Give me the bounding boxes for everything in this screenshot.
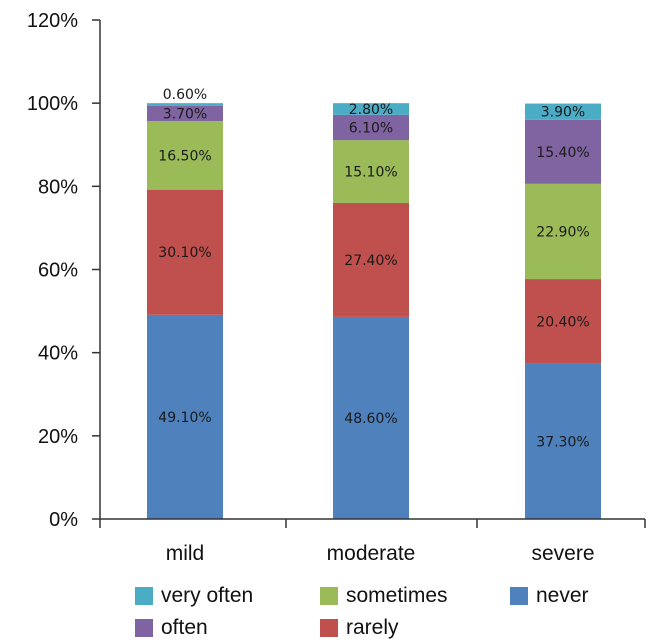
legend-item-often: often [135, 614, 208, 642]
bar-segment-very-often-severe [525, 103, 601, 120]
legend-item-sometimes: sometimes [320, 582, 448, 610]
legend-swatch [135, 587, 153, 605]
bar-segment-often-severe [525, 119, 601, 184]
bar-segment-often-moderate [333, 114, 409, 141]
bar-segment-never-moderate [333, 316, 409, 519]
legend-swatch [510, 587, 528, 605]
legend-item-rarely: rarely [320, 614, 399, 642]
bar-segment-never-severe [525, 363, 601, 519]
data-label: 27.40% [344, 253, 397, 269]
x-category-label: mild [166, 542, 205, 565]
data-label: 22.90% [536, 224, 589, 240]
data-label: 3.70% [163, 106, 207, 122]
stacked-bar-chart: 0% 20% 40% 60% 80% 100% 120% 49.10% 30.10% 16.50… [27, 10, 646, 565]
data-label: 30.10% [158, 245, 211, 261]
bars [147, 103, 601, 519]
data-label: 49.10% [158, 410, 211, 426]
data-label: 0.60% [163, 87, 207, 103]
legend-label: very often [161, 584, 254, 607]
data-label: 16.50% [158, 148, 211, 164]
legend-item-very-often: very often [135, 582, 253, 610]
data-label: 2.80% [349, 102, 393, 118]
y-tick-label: 100% [27, 93, 78, 115]
y-axis: 0% 20% 40% 60% 80% 100% 120% [27, 10, 101, 531]
bar-segment-very-often-mild [147, 103, 223, 106]
legend: very often sometimes never often rarely [0, 580, 655, 642]
legend-swatch [320, 587, 338, 605]
legend-label: never [536, 584, 589, 607]
legend-swatch [320, 619, 338, 637]
data-label: 3.90% [541, 105, 585, 121]
data-label: 48.60% [344, 411, 397, 427]
y-tick-label: 80% [38, 176, 78, 198]
bar-segment-never-mild [147, 314, 223, 519]
bar-segment-sometimes-severe [525, 183, 601, 280]
legend-label: often [161, 616, 208, 639]
legend-swatch [135, 619, 153, 637]
legend-item-never: never [510, 582, 589, 610]
bar-segment-very-often-moderate [333, 103, 409, 115]
y-tick-label: 40% [38, 343, 78, 365]
y-tick-label: 0% [49, 509, 78, 531]
bar-segment-rarely-mild [147, 189, 223, 315]
data-label: 37.30% [536, 434, 589, 450]
bar-segment-often-mild [147, 105, 223, 122]
bar-segment-sometimes-mild [147, 121, 223, 190]
data-label: 15.10% [344, 165, 397, 181]
bar-segment-sometimes-moderate [333, 140, 409, 203]
y-tick-label: 60% [38, 260, 78, 282]
data-labels: 49.10% 30.10% 16.50% 3.70% 0.60% 48.60% 27.40%… [158, 87, 589, 450]
data-label: 15.40% [536, 145, 589, 161]
bar-segment-rarely-severe [525, 279, 601, 364]
x-category-label: severe [531, 542, 594, 565]
y-tick-label: 20% [38, 426, 78, 448]
bar-segment-rarely-moderate [333, 202, 409, 317]
y-tick-label: 120% [27, 10, 78, 32]
data-label: 6.10% [349, 120, 393, 136]
x-axis: mild moderate severe [99, 518, 646, 565]
x-category-label: moderate [327, 542, 416, 565]
legend-label: sometimes [346, 584, 448, 607]
legend-label: rarely [346, 616, 399, 639]
data-label: 20.40% [536, 314, 589, 330]
